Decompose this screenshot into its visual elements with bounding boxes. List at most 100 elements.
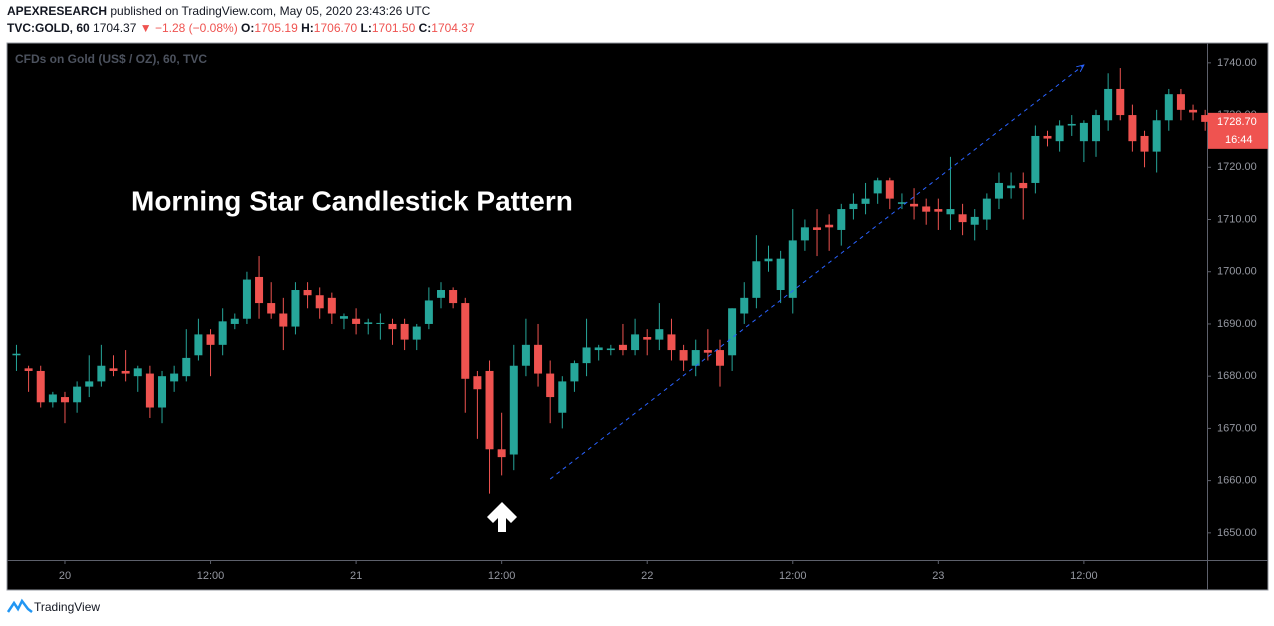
candle-body [570, 363, 579, 382]
author: APEXRESEARCH [7, 4, 107, 18]
candle-body [703, 350, 712, 353]
candle-body [1176, 94, 1185, 110]
brand: TradingView [34, 600, 100, 614]
candle-body [279, 313, 288, 327]
candle-body [1055, 125, 1064, 142]
candle-body [546, 373, 555, 398]
candle-body [327, 297, 336, 314]
ohlc-value: 1705.19 [254, 21, 298, 35]
candle-body [934, 209, 943, 212]
y-tick-label: 1680.00 [1217, 370, 1257, 382]
candle-body [170, 373, 179, 382]
candle-body [1201, 115, 1210, 122]
candle-body [60, 397, 69, 403]
candle-body [643, 337, 652, 340]
candle-body [85, 381, 94, 387]
candle-body [376, 322, 385, 324]
candle-body [1164, 94, 1173, 121]
candle-body [655, 329, 664, 340]
change: ▼ −1.28 (−0.08%) [140, 21, 238, 35]
ohlc-value: 1706.70 [314, 21, 358, 35]
candle-body [776, 258, 785, 291]
candle-body [315, 295, 324, 309]
up-arrow-icon [487, 502, 517, 532]
candle-body [485, 370, 494, 450]
x-tick-label: 12:00 [197, 570, 225, 582]
candle-body [594, 347, 603, 351]
candle-body [970, 216, 979, 225]
trend-line [549, 65, 1084, 480]
ohlc-value: 1704.37 [431, 21, 475, 35]
published: published on TradingView.com, May 05, 20… [110, 4, 430, 18]
brand-logo [6, 598, 33, 613]
candle-body [1043, 135, 1052, 139]
candle-body [400, 323, 409, 340]
candle-body [12, 353, 21, 356]
candle-body [218, 321, 227, 345]
last-price-tag [1208, 112, 1268, 149]
candle-body [352, 318, 361, 324]
candle-body [461, 303, 470, 379]
candle-body [424, 300, 433, 324]
candle-body [1189, 109, 1198, 113]
candle-body [994, 182, 1003, 199]
x-tick-label: 12:00 [779, 570, 807, 582]
candle-body [1019, 182, 1028, 189]
candle-body [473, 376, 482, 390]
x-tick-label: 21 [350, 570, 362, 582]
candle-body [1128, 115, 1137, 142]
candle-body [291, 290, 300, 327]
candle-body [897, 202, 906, 204]
candle-body [1007, 185, 1016, 189]
candle-body [728, 308, 737, 356]
candle-body [36, 370, 45, 403]
candle-body [873, 180, 882, 194]
x-tick-label: 22 [641, 570, 653, 582]
candle-body [752, 261, 761, 298]
candle-body [679, 350, 688, 361]
chart-panel [6, 42, 1269, 591]
candle-body [788, 240, 797, 298]
candle-body [206, 334, 215, 345]
x-tick-label: 20 [59, 570, 71, 582]
countdown: 16:44 [1225, 134, 1253, 146]
candle-body [982, 198, 991, 220]
y-tick-label: 1720.00 [1217, 161, 1257, 173]
candle-body [1092, 115, 1101, 142]
ohlc-label: O: [241, 21, 254, 35]
candle-body [885, 180, 894, 199]
candle-body [48, 394, 57, 403]
candle-body [182, 357, 191, 377]
candle-body [73, 386, 82, 403]
last-price-label: 1728.70 [1217, 116, 1257, 128]
ohlc-label: H: [301, 21, 314, 35]
candle-body [303, 290, 312, 296]
candle-body [509, 365, 518, 455]
candle-body [618, 344, 627, 351]
y-tick-label: 1670.00 [1217, 422, 1257, 434]
candle-body [412, 326, 421, 340]
candle-body [861, 198, 870, 204]
candle-body [813, 227, 822, 230]
candle-body [449, 290, 458, 304]
candle-body [255, 276, 264, 304]
candle-body [667, 334, 676, 351]
y-tick-label: 1690.00 [1217, 318, 1257, 330]
candle-body [764, 258, 773, 262]
candle-body [97, 365, 106, 382]
ohlc-value: 1701.50 [372, 21, 416, 35]
y-tick-label: 1710.00 [1217, 213, 1257, 225]
candle-body [521, 344, 530, 366]
candle-body [606, 348, 615, 351]
ohlc-label: C: [419, 21, 432, 35]
plot: 1650.00 1660.00 1670.00 1680.00 1690.00 1700.… [12, 57, 1268, 582]
candle-body [1067, 123, 1076, 126]
candle-body [825, 224, 834, 228]
y-tick-label: 1740.00 [1217, 57, 1257, 69]
candle-body [1079, 122, 1088, 142]
candle-body [582, 347, 591, 364]
candle-body [849, 203, 858, 210]
candle-body [497, 449, 506, 458]
x-tick-label: 12:00 [1070, 570, 1098, 582]
candle-body [946, 209, 955, 215]
